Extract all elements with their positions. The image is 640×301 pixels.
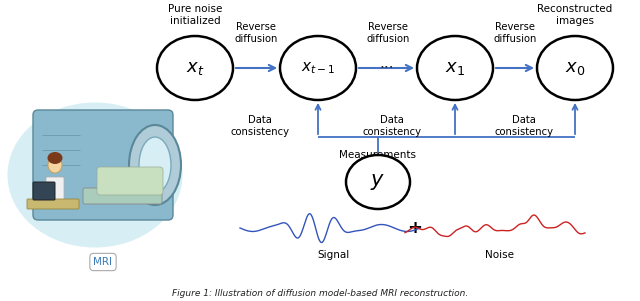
Text: Reverse
diffusion: Reverse diffusion xyxy=(234,22,278,44)
Ellipse shape xyxy=(346,155,410,209)
Ellipse shape xyxy=(537,36,613,100)
Text: Reconstructed
images: Reconstructed images xyxy=(538,4,612,26)
Text: Pure noise
initialized: Pure noise initialized xyxy=(168,4,222,26)
Text: Reverse
diffusion: Reverse diffusion xyxy=(493,22,537,44)
Ellipse shape xyxy=(129,125,181,205)
Text: $x_t$: $x_t$ xyxy=(186,59,204,77)
Text: $x_1$: $x_1$ xyxy=(445,59,465,77)
Text: Data
consistency: Data consistency xyxy=(495,115,554,137)
Text: $y$: $y$ xyxy=(371,172,385,192)
Text: $x_{t-1}$: $x_{t-1}$ xyxy=(301,60,335,76)
Ellipse shape xyxy=(47,152,63,164)
FancyBboxPatch shape xyxy=(33,110,173,220)
Text: Figure 1: Illustration of diffusion model-based MRI reconstruction.: Figure 1: Illustration of diffusion mode… xyxy=(172,289,468,298)
Text: Data
consistency: Data consistency xyxy=(230,115,289,137)
Ellipse shape xyxy=(48,157,62,173)
Ellipse shape xyxy=(280,36,356,100)
Ellipse shape xyxy=(417,36,493,100)
Text: +: + xyxy=(408,219,422,237)
Text: Measurements: Measurements xyxy=(339,150,417,160)
Text: Signal: Signal xyxy=(317,250,349,260)
FancyBboxPatch shape xyxy=(46,177,64,207)
Text: Data
consistency: Data consistency xyxy=(362,115,422,137)
FancyBboxPatch shape xyxy=(83,188,162,204)
Text: Reverse
diffusion: Reverse diffusion xyxy=(366,22,410,44)
Ellipse shape xyxy=(157,36,233,100)
FancyBboxPatch shape xyxy=(27,199,79,209)
Text: Noise: Noise xyxy=(486,250,515,260)
Text: ···: ··· xyxy=(379,61,394,76)
Text: MRI: MRI xyxy=(93,257,113,267)
Ellipse shape xyxy=(139,137,171,193)
Text: $x_0$: $x_0$ xyxy=(565,59,585,77)
Ellipse shape xyxy=(8,103,182,247)
FancyBboxPatch shape xyxy=(97,167,163,195)
FancyBboxPatch shape xyxy=(33,182,55,200)
